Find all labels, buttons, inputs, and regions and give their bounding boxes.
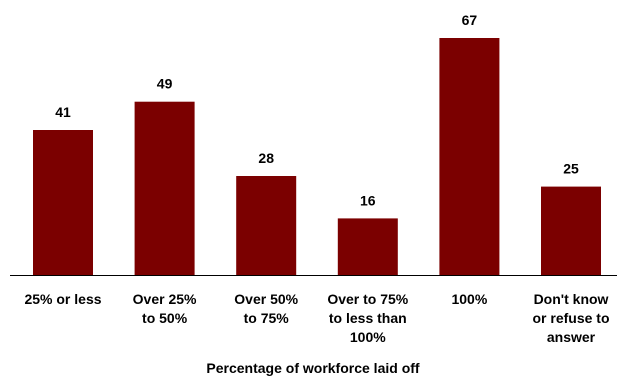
x-tick-label-5: Don't know or refuse to answer bbox=[532, 291, 609, 345]
x-tick-label-2-line-1: to 75% bbox=[244, 310, 290, 326]
value-label-1: 49 bbox=[157, 76, 173, 92]
value-label-4: 67 bbox=[462, 12, 478, 28]
x-tick-label-3-line-1: to less than bbox=[329, 310, 407, 326]
x-tick-label-3: Over to 75% to less than 100% bbox=[327, 291, 408, 345]
x-tick-label-3-line-2: 100% bbox=[350, 329, 386, 345]
x-tick-label-0-line-0: 25% or less bbox=[24, 291, 101, 307]
x-tick-label-5-line-2: answer bbox=[547, 329, 596, 345]
x-tick-label-2-line-0: Over 50% bbox=[234, 291, 298, 307]
x-tick-label-3-line-0: Over to 75% bbox=[327, 291, 408, 307]
bar-3 bbox=[337, 218, 398, 275]
x-tick-label-5-line-1: or refuse to bbox=[532, 310, 609, 326]
x-tick-label-4: 100% bbox=[451, 291, 487, 307]
value-label-5: 25 bbox=[563, 161, 579, 177]
value-label-2: 28 bbox=[258, 150, 274, 166]
bar-2 bbox=[236, 176, 297, 275]
x-tick-label-0: 25% or less bbox=[24, 291, 101, 307]
x-tick-label-1: Over 25% to 50% bbox=[133, 291, 197, 326]
value-label-3: 16 bbox=[360, 192, 376, 208]
x-tick-label-4-line-0: 100% bbox=[451, 291, 487, 307]
bar-5 bbox=[541, 186, 601, 275]
value-labels-layer: 41 49 28 16 67 25 bbox=[55, 12, 579, 208]
x-tick-label-5-line-0: Don't know bbox=[534, 291, 609, 307]
x-axis-title: Percentage of workforce laid off bbox=[206, 360, 419, 376]
bar-4 bbox=[439, 38, 500, 275]
bar-1 bbox=[134, 101, 195, 275]
bar-0 bbox=[33, 130, 93, 275]
bars-layer bbox=[33, 38, 601, 275]
x-tick-label-2: Over 50% to 75% bbox=[234, 291, 298, 326]
x-tick-label-1-line-1: to 50% bbox=[142, 310, 188, 326]
x-tick-label-1-line-0: Over 25% bbox=[133, 291, 197, 307]
tick-labels-layer: 25% or less Over 25% to 50%Over 50% to 75%O… bbox=[24, 291, 609, 345]
value-label-0: 41 bbox=[55, 104, 71, 120]
